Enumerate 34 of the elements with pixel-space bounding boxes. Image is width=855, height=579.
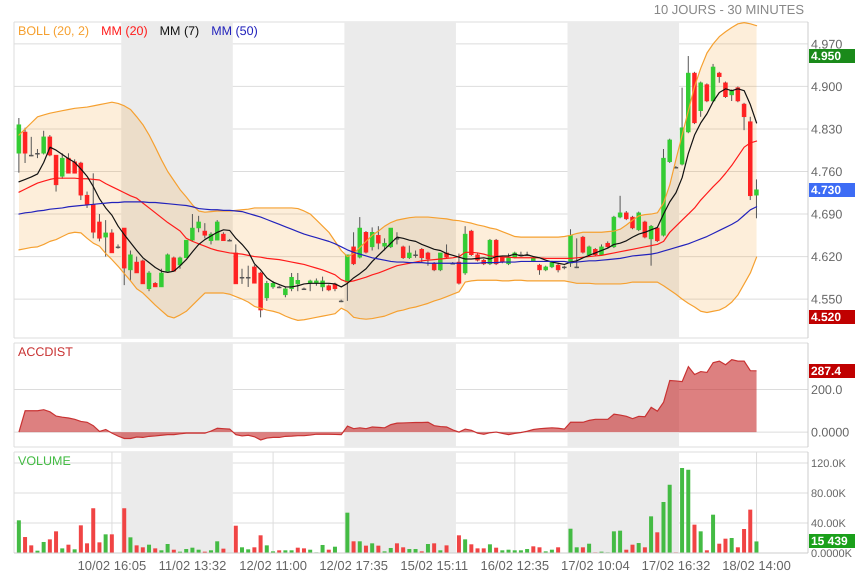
text: VOLUME xyxy=(18,454,71,468)
chart-subtitle: 10 JOURS - 30 MINUTES xyxy=(654,2,804,17)
x-tick-label: 11/02 13:32 xyxy=(158,558,226,574)
y-tick-label: 4.550 xyxy=(811,292,842,307)
x-tick-label: 17/02 10:04 xyxy=(561,558,630,574)
text: 287.4 xyxy=(809,364,855,378)
text: 4.520 xyxy=(809,310,855,324)
y-tick-label: 4.760 xyxy=(811,164,842,179)
y-tick-label: 120.0K xyxy=(811,458,847,470)
x-tick-label: 12/02 17:35 xyxy=(319,558,388,574)
y-tick-label: 4.690 xyxy=(811,207,842,222)
text: 4.730 xyxy=(809,182,855,197)
text: 15 439 xyxy=(809,534,855,548)
x-tick-label: 12/02 11:00 xyxy=(239,558,307,574)
y-tick-label: 4.620 xyxy=(811,250,842,264)
text: MM (7) xyxy=(160,24,200,38)
y-tick-label: 4.830 xyxy=(811,122,842,136)
x-tick-label: 17/02 16:32 xyxy=(642,558,710,574)
text: ACCDIST xyxy=(18,345,73,359)
text: BOLL (20, 2) xyxy=(18,24,90,38)
x-tick-label: 16/02 12:35 xyxy=(480,558,550,574)
y-tick-label: 80.00K xyxy=(811,488,847,500)
x-tick-label: 18/02 14:00 xyxy=(722,558,791,574)
y-tick-label: 200.0 xyxy=(811,382,842,397)
text: 4.950 xyxy=(809,49,855,64)
y-tick-label: 0.0000K xyxy=(811,548,853,560)
y-tick-label: 40.00K xyxy=(811,518,847,530)
y-tick-label: 4.900 xyxy=(811,80,842,94)
text: MM (50) xyxy=(211,24,258,38)
x-tick-label: 10/02 16:05 xyxy=(78,558,146,574)
x-tick-label: 15/02 15:11 xyxy=(400,558,468,574)
text: MM (20) xyxy=(101,24,148,38)
y-tick-label: 4.970 xyxy=(811,37,842,52)
y-tick-label: 0.0000 xyxy=(811,426,850,440)
